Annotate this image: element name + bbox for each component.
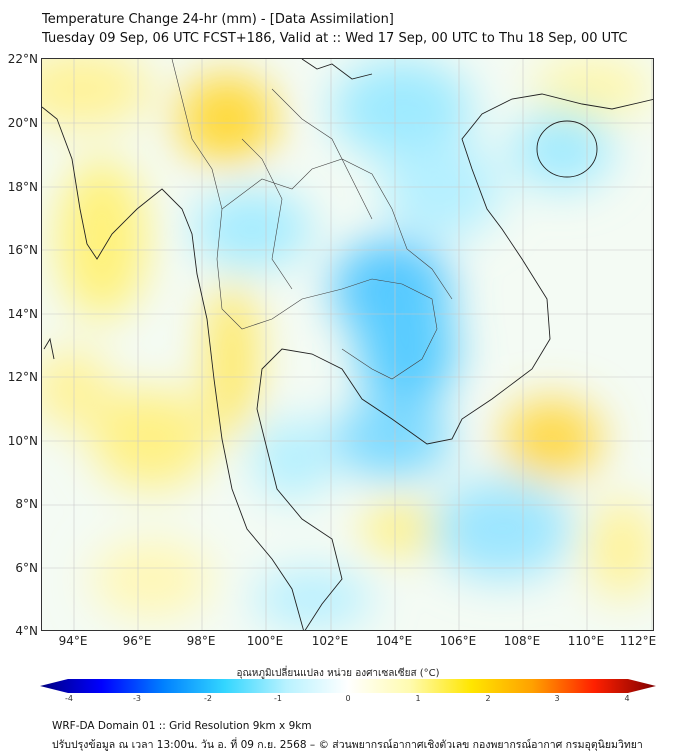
lon-label: 102°E <box>311 634 349 648</box>
footer-credit: ปรับปรุงข้อมูล ณ เวลา 13:00น. วัน อ. ที่… <box>52 739 643 751</box>
colorbar-tick: 2 <box>485 694 491 703</box>
colorbar-tick: -1 <box>274 694 282 703</box>
colorbar-tick: -3 <box>133 694 141 703</box>
borders <box>171 59 453 380</box>
colorbar-tick: -4 <box>65 694 73 703</box>
lon-label: 100°E <box>246 634 284 648</box>
lat-label: 22°N <box>7 52 38 66</box>
temperature-change-map <box>41 58 654 631</box>
colorbar <box>40 679 656 693</box>
graticule <box>42 59 653 630</box>
chart-title: Temperature Change 24-hr (mm) - [Data As… <box>42 12 394 27</box>
footer-model-info: WRF-DA Domain 01 :: Grid Resolution 9km … <box>52 720 312 732</box>
lat-label: 16°N <box>7 243 38 257</box>
lon-label: 94°E <box>58 634 88 648</box>
lat-label: 20°N <box>7 116 38 130</box>
lon-label: 98°E <box>186 634 216 648</box>
lon-label: 104°E <box>375 634 413 648</box>
lon-label: 108°E <box>503 634 541 648</box>
lat-label: 8°N <box>15 497 38 511</box>
lat-label: 18°N <box>7 180 38 194</box>
colorbar-tick: -2 <box>204 694 212 703</box>
lat-label: 6°N <box>15 561 38 575</box>
colorbar-tick: 4 <box>624 694 630 703</box>
lon-label: 106°E <box>439 634 477 648</box>
colorbar-tick: 0 <box>345 694 351 703</box>
lat-label: 10°N <box>7 434 38 448</box>
colorbar-title: อุณหภูมิเปลี่ยนแปลง หน่วย องศาเซลเซียส (… <box>236 668 440 679</box>
lon-label: 112°E <box>619 634 657 648</box>
colorbar-tick: 1 <box>415 694 421 703</box>
coastlines <box>42 59 653 630</box>
lon-label: 96°E <box>122 634 152 648</box>
colorbar-tick: 3 <box>554 694 560 703</box>
chart-subtitle: Tuesday 09 Sep, 06 UTC FCST+186, Valid a… <box>42 31 628 46</box>
lat-label: 4°N <box>15 624 38 638</box>
lat-label: 12°N <box>7 370 38 384</box>
lon-label: 110°E <box>567 634 605 648</box>
lat-label: 14°N <box>7 307 38 321</box>
